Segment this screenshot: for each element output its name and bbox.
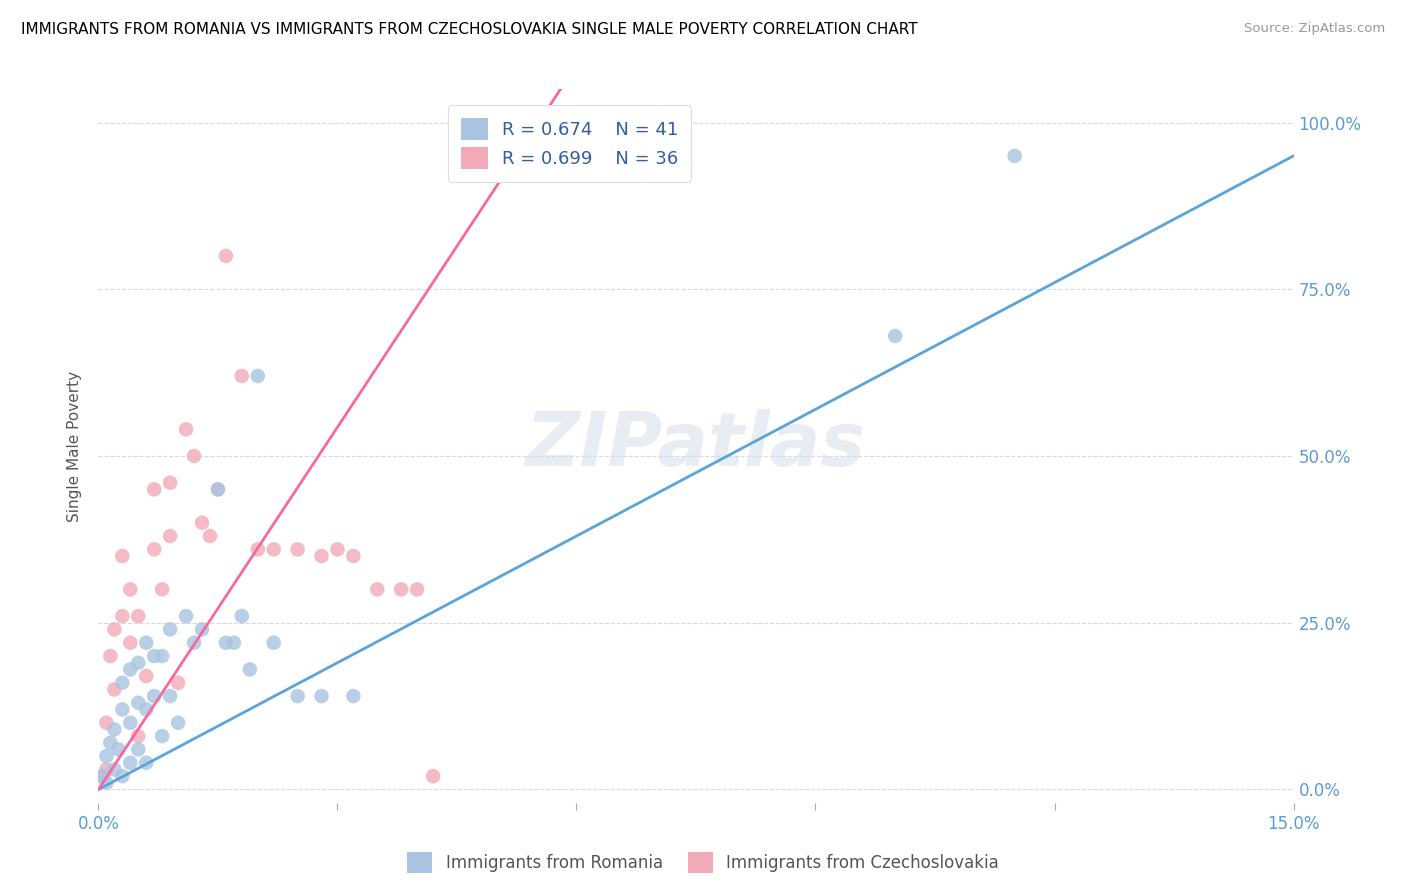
Point (167, 715, 190, 730)
Point (143, 649, 166, 664)
Point (150, 582, 173, 597)
Point (263, 636, 285, 650)
Point (111, 549, 134, 563)
Point (191, 516, 214, 530)
Point (127, 609, 149, 624)
Point (96, 715, 118, 730)
Point (127, 729, 149, 743)
Point (191, 623, 214, 637)
Text: ZIPatlas: ZIPatlas (526, 409, 866, 483)
Point (287, 542, 309, 557)
Point (174, 422, 197, 436)
Point (231, 368, 253, 383)
Point (222, 636, 245, 650)
Point (98, 736, 122, 750)
Point (120, 756, 142, 770)
Point (127, 696, 149, 710)
Point (98, 649, 122, 664)
Point (103, 623, 125, 637)
Point (215, 249, 238, 263)
Point (198, 529, 221, 543)
Point (183, 449, 205, 463)
Point (207, 483, 229, 497)
Point (143, 542, 166, 557)
Y-axis label: Single Male Poverty: Single Male Poverty (67, 370, 83, 522)
Point (263, 542, 285, 557)
Point (103, 682, 125, 697)
Point (1004, 149, 1026, 163)
Point (96, 763, 118, 777)
Point (111, 675, 134, 690)
Point (342, 689, 364, 703)
Point (174, 609, 197, 624)
Point (127, 742, 149, 756)
Point (207, 483, 229, 497)
Point (884, 329, 907, 343)
Point (159, 689, 181, 703)
Point (150, 649, 173, 664)
Point (103, 723, 125, 737)
Point (103, 763, 125, 777)
Point (120, 636, 142, 650)
Text: Source: ZipAtlas.com: Source: ZipAtlas.com (1244, 22, 1385, 36)
Point (215, 636, 238, 650)
Point (246, 368, 269, 383)
Point (422, 769, 444, 783)
Point (96, 776, 118, 790)
Point (111, 702, 134, 716)
Point (342, 549, 364, 563)
Point (127, 656, 149, 670)
Point (311, 689, 333, 703)
Point (159, 475, 181, 490)
Point (135, 702, 157, 716)
Point (159, 529, 181, 543)
Point (91, 769, 114, 783)
Point (135, 756, 157, 770)
Point (120, 662, 142, 676)
Point (239, 662, 262, 676)
Point (287, 689, 309, 703)
Point (406, 582, 429, 597)
Legend: Immigrants from Romania, Immigrants from Czechoslovakia: Immigrants from Romania, Immigrants from… (401, 846, 1005, 880)
Point (326, 542, 349, 557)
Point (366, 582, 388, 597)
Point (167, 675, 190, 690)
Point (120, 582, 142, 597)
Point (111, 769, 134, 783)
Point (120, 715, 142, 730)
Legend: R = 0.674    N = 41, R = 0.699    N = 36: R = 0.674 N = 41, R = 0.699 N = 36 (449, 105, 692, 182)
Point (311, 549, 333, 563)
Point (91, 769, 114, 783)
Point (135, 636, 157, 650)
Point (150, 729, 173, 743)
Point (111, 609, 134, 624)
Point (183, 636, 205, 650)
Point (231, 609, 253, 624)
Point (246, 542, 269, 557)
Point (143, 483, 166, 497)
Text: IMMIGRANTS FROM ROMANIA VS IMMIGRANTS FROM CZECHOSLOVAKIA SINGLE MALE POVERTY CO: IMMIGRANTS FROM ROMANIA VS IMMIGRANTS FR… (21, 22, 918, 37)
Point (96, 749, 118, 764)
Point (143, 689, 166, 703)
Point (389, 582, 412, 597)
Point (107, 742, 129, 756)
Point (135, 669, 157, 683)
Point (159, 623, 181, 637)
